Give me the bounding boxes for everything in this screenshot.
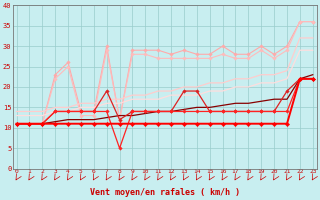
X-axis label: Vent moyen/en rafales ( km/h ): Vent moyen/en rafales ( km/h ) — [90, 188, 240, 197]
